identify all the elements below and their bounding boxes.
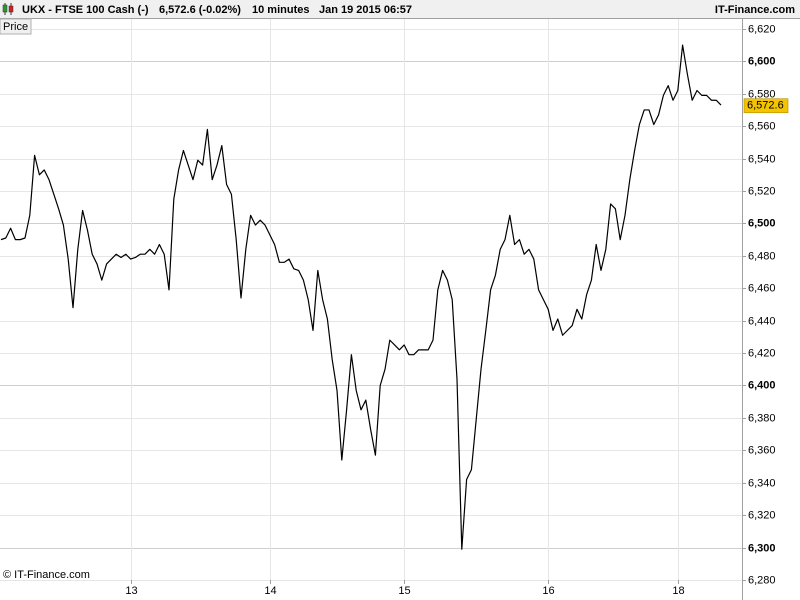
price-label-box [0, 18, 32, 35]
y-tick-label: 6,360 [748, 444, 776, 456]
y-tick-label: 6,300 [748, 542, 776, 554]
y-tick-label: 6,420 [748, 347, 776, 359]
y-tick-label: 6,460 [748, 282, 776, 294]
header-symbol: UKX - FTSE 100 Cash (-) [22, 4, 149, 16]
last-price-label: 6,572.6 [747, 100, 784, 112]
y-tick-label: 6,580 [748, 88, 776, 100]
y-tick-label: 6,600 [748, 55, 776, 67]
header-bar [0, 0, 800, 18]
y-tick-label: 6,480 [748, 250, 776, 262]
header-datetime: Jan 19 2015 06:57 [319, 4, 412, 16]
y-tick-label: 6,620 [748, 23, 776, 35]
header-interval: 10 minutes [252, 4, 309, 16]
y-tick-label: 6,500 [748, 217, 776, 229]
y-tick-label: 6,560 [748, 120, 776, 132]
x-tick-label: 15 [398, 585, 410, 597]
last-price-box [743, 98, 789, 114]
header-source: IT-Finance.com [715, 4, 795, 16]
watermark: © IT-Finance.com [3, 569, 90, 581]
grid [0, 19, 742, 581]
y-tick-label: 6,400 [748, 379, 776, 391]
y-tick-label: 6,440 [748, 315, 776, 327]
candle-icon [2, 3, 14, 15]
x-tick-label: 13 [125, 585, 137, 597]
price-line [0, 44, 722, 550]
y-tick-label: 6,380 [748, 412, 776, 424]
x-tick-label: 16 [542, 585, 554, 597]
y-tick-label: 6,280 [748, 574, 776, 586]
header-quote: 6,572.6 (-0.02%) [159, 4, 241, 16]
plot [0, 44, 722, 550]
x-tick-label: 18 [672, 585, 684, 597]
y-axis-title: Price [3, 21, 28, 33]
y-tick-label: 6,520 [748, 185, 776, 197]
y-tick-label: 6,540 [748, 153, 776, 165]
y-tick-label: 6,320 [748, 509, 776, 521]
x-tick-label: 14 [264, 585, 276, 597]
y-tick-label: 6,340 [748, 477, 776, 489]
